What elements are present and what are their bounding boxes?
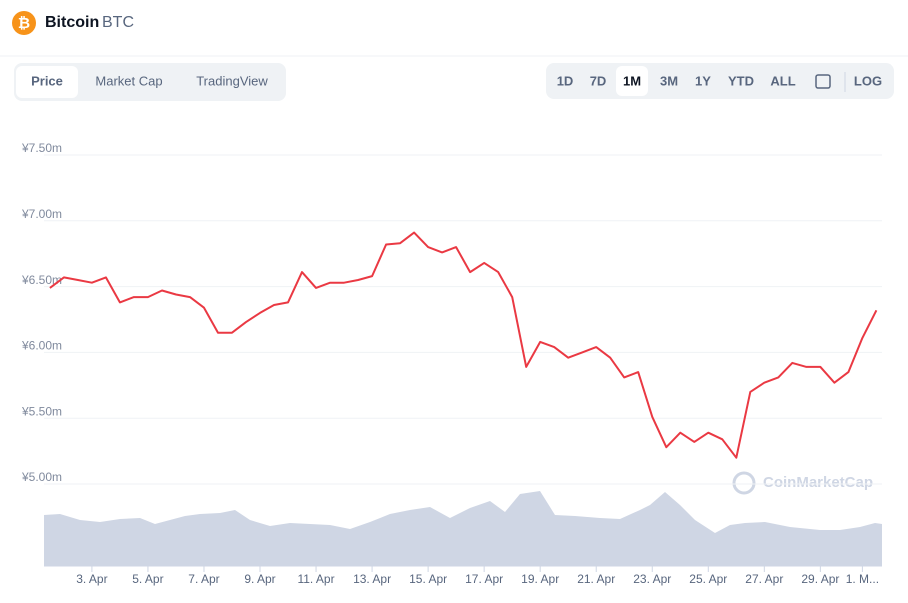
watermark-logo bbox=[732, 471, 756, 495]
x-tick-label: 15. Apr bbox=[409, 572, 447, 586]
y-tick-label: ¥7.50m bbox=[21, 141, 62, 155]
range-button[interactable]: 1Y bbox=[695, 73, 711, 88]
coin-name: Bitcoin bbox=[45, 14, 99, 31]
x-tick-label: 19. Apr bbox=[521, 572, 559, 586]
coin-icon-glyph: ₿ bbox=[18, 15, 30, 32]
tab[interactable]: Market Cap bbox=[95, 73, 162, 88]
watermark: CoinMarketCap bbox=[763, 474, 873, 491]
range-button[interactable]: ALL bbox=[770, 73, 795, 88]
tab[interactable]: TradingView bbox=[196, 73, 268, 88]
x-tick-label: 1. M... bbox=[846, 572, 879, 586]
x-tick-label: 3. Apr bbox=[76, 572, 107, 586]
x-tick-label: 11. Apr bbox=[297, 572, 334, 586]
volume-shape bbox=[44, 491, 882, 566]
x-tick-label: 7. Apr bbox=[188, 572, 219, 586]
x-tick-label: 23. Apr bbox=[633, 572, 671, 586]
x-tick-label: 5. Apr bbox=[132, 572, 163, 586]
x-tick-label: 29. Apr bbox=[801, 572, 839, 586]
range-button[interactable]: 1D bbox=[557, 73, 574, 88]
volume-area bbox=[44, 491, 882, 566]
header-bg bbox=[0, 0, 908, 56]
y-tick-label: ¥6.50m bbox=[21, 273, 62, 287]
tabs-panel bbox=[14, 63, 286, 101]
tab-selected-bg bbox=[16, 66, 78, 98]
y-tick-label: ¥6.00m bbox=[21, 339, 62, 353]
coin-symbol: BTC bbox=[102, 14, 134, 31]
x-tick-label: 17. Apr bbox=[465, 572, 503, 586]
price-line bbox=[49, 231, 878, 459]
y-tick-label: ¥5.00m bbox=[21, 470, 62, 484]
range-button[interactable]: YTD bbox=[728, 73, 754, 88]
range-button[interactable]: 1M bbox=[623, 73, 641, 88]
x-tick-label: 9. Apr bbox=[244, 572, 275, 586]
y-tick-label: ¥5.50m bbox=[21, 404, 62, 418]
x-tick-label: 25. Apr bbox=[689, 572, 727, 586]
tab[interactable]: Price bbox=[31, 73, 63, 88]
range-selected-bg bbox=[616, 66, 648, 96]
calendar-icon[interactable] bbox=[815, 74, 831, 89]
range-button[interactable]: 3M bbox=[660, 73, 678, 88]
coin-icon bbox=[12, 11, 36, 35]
x-tick-label: 27. Apr bbox=[745, 572, 783, 586]
y-tick-label: ¥7.00m bbox=[21, 207, 62, 221]
log-button[interactable]: LOG bbox=[854, 73, 882, 88]
range-button[interactable]: 7D bbox=[590, 73, 607, 88]
x-tick-label: 21. Apr bbox=[577, 572, 615, 586]
x-tick-label: 13. Apr bbox=[353, 572, 391, 586]
